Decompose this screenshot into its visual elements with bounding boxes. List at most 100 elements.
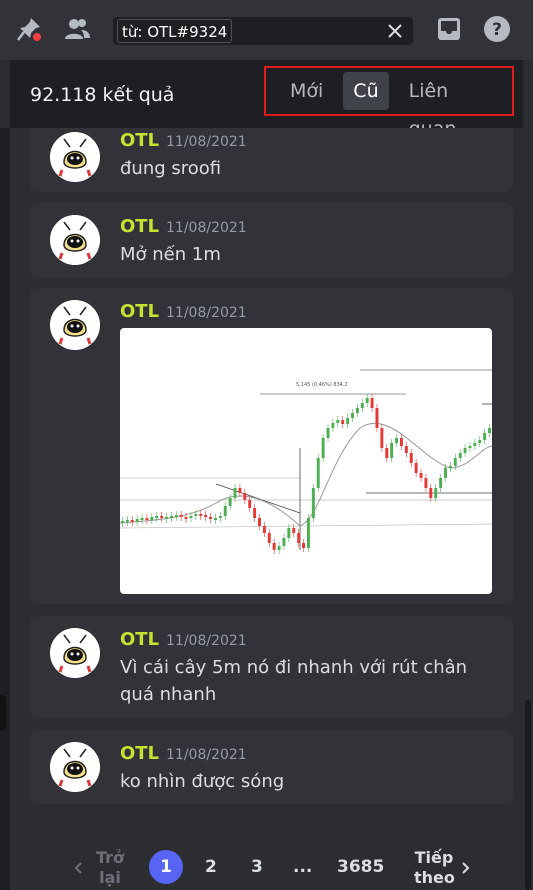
search-input[interactable]: từ: OTL#9324 bbox=[113, 17, 413, 45]
list-item[interactable]: OTL 11/08/2021 ko nhìn được sóng bbox=[30, 730, 513, 804]
candle-body bbox=[209, 517, 213, 519]
list-item[interactable]: OTL 11/08/2021 đung sroofi bbox=[30, 128, 513, 192]
chevron-left-icon[interactable] bbox=[74, 860, 84, 880]
candle-body bbox=[336, 420, 340, 423]
candle-body bbox=[409, 453, 413, 463]
avatar-robot-icon bbox=[50, 132, 100, 182]
candle-body bbox=[204, 515, 208, 517]
search-filter-chip[interactable]: từ: OTL#9324 bbox=[117, 19, 233, 43]
message-author[interactable]: OTL bbox=[120, 130, 160, 151]
candle-body bbox=[169, 516, 173, 518]
candle-body bbox=[140, 518, 144, 520]
message-timestamp: 11/08/2021 bbox=[166, 134, 247, 150]
pagination: Trở lại 1 2 3 ... 3685 Tiếp theo bbox=[10, 840, 523, 890]
candle-body bbox=[478, 440, 482, 443]
page-button-current[interactable]: 1 bbox=[149, 850, 183, 884]
candle-body bbox=[321, 438, 325, 458]
avatar-robot-icon bbox=[50, 215, 100, 265]
avatar-robot-icon bbox=[50, 300, 100, 350]
candle-body bbox=[302, 543, 306, 548]
next-page-button[interactable]: Tiếp theo bbox=[414, 848, 455, 887]
candle-body bbox=[360, 403, 364, 408]
candle-body bbox=[424, 478, 428, 488]
candle-body bbox=[233, 488, 237, 498]
candle-body bbox=[306, 518, 310, 548]
candle-body bbox=[130, 520, 134, 522]
candle-body bbox=[213, 518, 217, 520]
sort-tab-oldest[interactable]: Cũ bbox=[343, 72, 389, 110]
candle-body bbox=[218, 516, 222, 518]
candle-body bbox=[165, 517, 168, 519]
candle-body bbox=[199, 514, 203, 516]
message-timestamp: 11/08/2021 bbox=[166, 220, 247, 236]
pinned-messages-icon[interactable] bbox=[14, 14, 44, 44]
candle-body bbox=[429, 488, 433, 498]
avatar[interactable] bbox=[50, 215, 100, 265]
candle-body bbox=[395, 438, 399, 443]
candle-body bbox=[375, 408, 379, 428]
candle-body bbox=[223, 506, 227, 516]
candle-body bbox=[228, 498, 232, 506]
member-list-icon[interactable] bbox=[62, 14, 92, 44]
candle-body bbox=[468, 446, 472, 448]
candle-body bbox=[326, 428, 330, 438]
candle-body bbox=[135, 519, 139, 522]
candle-body bbox=[155, 516, 159, 518]
candle-body bbox=[262, 526, 266, 533]
avatar[interactable] bbox=[50, 132, 100, 182]
message-text: Vì cái cây 5m nó đi nhanh với rút chân q… bbox=[120, 657, 468, 705]
page-ellipsis: ... bbox=[293, 857, 313, 877]
candle-body bbox=[453, 458, 457, 466]
search-results-list[interactable]: OTL 11/08/2021 đung sroofi OTL 11/08/202… bbox=[10, 128, 523, 890]
message-author[interactable]: OTL bbox=[120, 301, 160, 322]
message-image-attachment[interactable]: 5,145 (0.46%) 834.2 bbox=[120, 328, 492, 594]
inbox-icon[interactable] bbox=[434, 14, 464, 44]
avatar[interactable] bbox=[50, 628, 100, 678]
candle-body bbox=[390, 443, 394, 458]
candle-body bbox=[238, 488, 242, 493]
message-timestamp: 11/08/2021 bbox=[166, 747, 247, 763]
candle-body bbox=[380, 428, 384, 448]
candle-body bbox=[419, 473, 423, 478]
sort-tab-newest[interactable]: Mới bbox=[290, 80, 324, 102]
help-icon[interactable]: ? bbox=[482, 14, 512, 44]
candle-body bbox=[346, 418, 350, 424]
candle-body bbox=[248, 500, 252, 508]
chevron-right-icon[interactable] bbox=[460, 860, 470, 880]
candle-body bbox=[243, 493, 247, 500]
prev-page-button[interactable]: Trở lại bbox=[95, 848, 125, 887]
page-button-2[interactable]: 2 bbox=[205, 857, 217, 877]
message-author[interactable]: OTL bbox=[120, 629, 160, 650]
candle-body bbox=[267, 533, 271, 543]
candle-body bbox=[488, 428, 492, 433]
avatar-robot-icon bbox=[50, 742, 100, 792]
avatar[interactable] bbox=[50, 742, 100, 792]
message-timestamp: 11/08/2021 bbox=[166, 633, 247, 649]
candle-body bbox=[316, 458, 320, 488]
message-timestamp: 11/08/2021 bbox=[166, 305, 247, 321]
candle-body bbox=[150, 517, 154, 520]
candle-body bbox=[292, 528, 296, 533]
page-button-3[interactable]: 3 bbox=[251, 857, 263, 877]
list-item[interactable]: OTL 11/08/2021 5,145 (0.46%) 834.2 bbox=[30, 288, 513, 604]
message-author[interactable]: OTL bbox=[120, 216, 160, 237]
sort-tab-relevant[interactable]: Liên quan bbox=[408, 80, 457, 140]
candle-body bbox=[189, 516, 193, 518]
avatar[interactable] bbox=[50, 300, 100, 350]
sort-tabs: Mới Cũ Liên quan bbox=[264, 66, 514, 140]
candle-body bbox=[365, 398, 369, 403]
top-toolbar: từ: OTL#9324 ? bbox=[0, 0, 533, 60]
list-item[interactable]: OTL 11/08/2021 Mở nến 1m bbox=[30, 203, 513, 278]
candle-body bbox=[444, 468, 447, 478]
clear-search-icon[interactable] bbox=[383, 19, 407, 43]
message-author[interactable]: OTL bbox=[120, 743, 160, 764]
candle-body bbox=[463, 448, 467, 453]
list-item[interactable]: OTL 11/08/2021 Vì cái cây 5m nó đi nhanh… bbox=[30, 616, 513, 718]
page-button-last[interactable]: 3685 bbox=[337, 857, 385, 877]
candle-body bbox=[194, 514, 198, 516]
scrollbar-thumb[interactable] bbox=[525, 700, 531, 890]
avatar-robot-icon bbox=[50, 628, 100, 678]
chart-price-caption: 5,145 (0.46%) 834.2 bbox=[296, 382, 348, 388]
candle-body bbox=[385, 448, 389, 458]
candle-body bbox=[434, 488, 438, 498]
